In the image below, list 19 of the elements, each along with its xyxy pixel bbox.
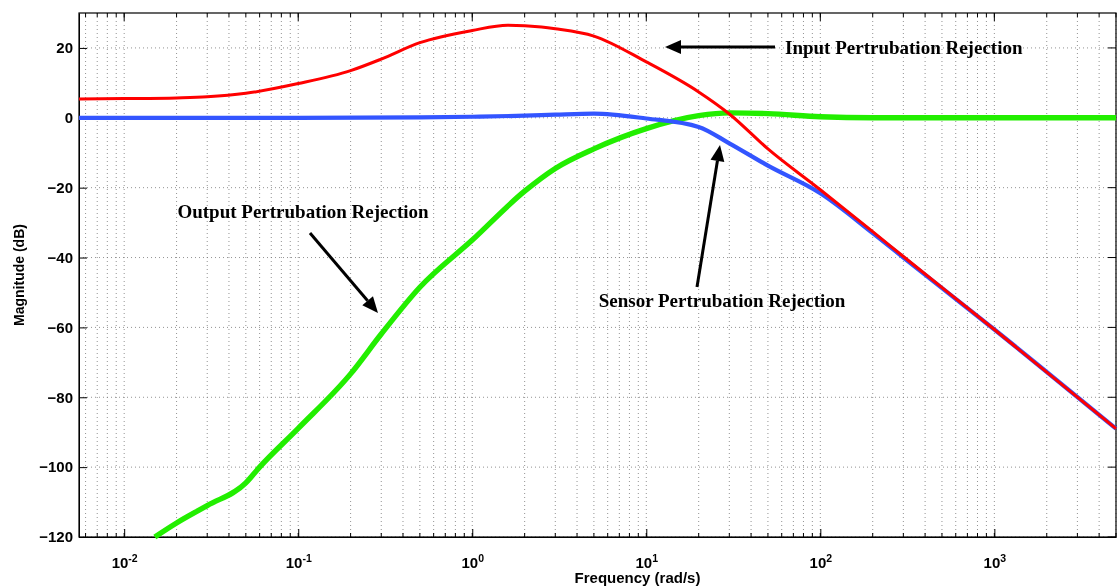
y-tick-label: −40: [47, 248, 73, 266]
x-tick-label: 10$^{3}$: [983, 551, 1007, 571]
annotation: Sensor Pertrubation Rejection: [598, 289, 846, 311]
y-tick-label: −100: [39, 458, 73, 476]
x-tick-label: 10$^{0}$: [461, 551, 485, 571]
y-tick-label: −120: [39, 528, 73, 546]
y-axis-title: Magnitude (dB): [11, 224, 27, 326]
x-tick-label: 10$^{2}$: [809, 551, 833, 571]
annotation: Output Pertrubation Rejection: [177, 200, 430, 222]
x-tick-label: 10$^{-2}$: [111, 551, 138, 571]
y-tick-label: −80: [47, 388, 73, 406]
x-axis-title: Frequency (rad/s): [574, 569, 701, 586]
y-tick-label: −20: [47, 178, 73, 196]
y-tick-label: −60: [47, 318, 73, 336]
x-tick-label: 10$^{1}$: [635, 551, 659, 571]
y-tick-label: 0: [64, 109, 73, 127]
x-tick-label: 10$^{-1}$: [285, 551, 312, 571]
y-tick-label: 20: [56, 39, 73, 57]
annotation: Input Pertrubation Rejection: [785, 36, 1023, 58]
